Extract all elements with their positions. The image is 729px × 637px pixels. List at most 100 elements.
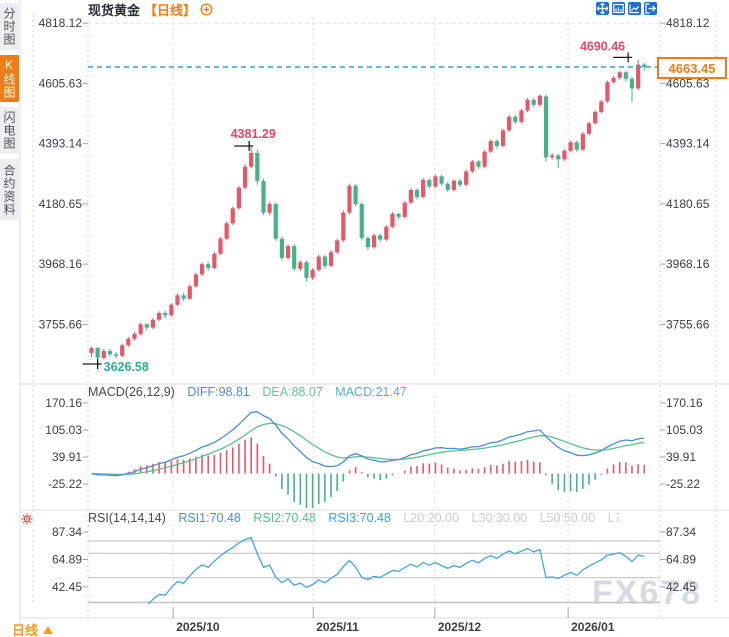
y-axis-label: 87.34 — [666, 525, 696, 539]
add-indicator-icon[interactable] — [200, 2, 213, 16]
candle-body — [242, 166, 248, 188]
y-axis-label: 4605.63 — [666, 76, 710, 90]
macd-macd-value: MACD:21.47 — [335, 385, 407, 399]
y-axis-label: 42.45 — [666, 580, 696, 594]
sidebar-item-3[interactable]: 闪电图 — [0, 107, 19, 154]
candle-body — [642, 64, 647, 68]
candle-body — [556, 155, 561, 160]
candle-body — [433, 176, 438, 187]
y-axis-label: 64.89 — [52, 552, 82, 566]
rsi-plot — [140, 536, 645, 604]
high-price-label: 4381.29 — [231, 127, 276, 141]
candle-body — [457, 180, 463, 185]
candle-body — [206, 264, 211, 268]
candle-body — [249, 153, 254, 167]
candle-body — [261, 180, 266, 213]
rsi-l30-label: L30:30.00 — [471, 511, 528, 525]
candle-body — [175, 295, 180, 305]
y-axis-label: 4818.12 — [666, 16, 710, 30]
axis-labels: 4818.12 4818.12 4605.63 4605.63 4393.14 4393.… — [39, 16, 710, 634]
candle-body — [95, 348, 100, 358]
candle-body — [414, 189, 420, 197]
rsi-line — [140, 536, 645, 604]
rsi2-value: RSI2:70.48 — [253, 511, 316, 525]
high-price-label: 4690.46 — [580, 39, 625, 53]
candle-body — [519, 110, 524, 122]
candle-body — [507, 116, 512, 131]
candle-body — [156, 312, 162, 320]
zoom-area-icon[interactable] — [612, 2, 625, 15]
candle-body — [89, 348, 94, 353]
candle-body — [126, 338, 131, 346]
sidebar-item-4[interactable]: 合约资料 — [0, 159, 19, 220]
y-axis-label: 105.03 — [45, 423, 82, 437]
sidebar-item-2[interactable]: K线图 — [0, 55, 19, 102]
rsi-header[interactable]: RSI(14,14,14) RSI1:70.48 RSI2:70.48 RSI3… — [88, 511, 619, 525]
candle-body — [285, 246, 291, 258]
y-axis-label: 39.91 — [666, 450, 696, 464]
candle-body — [562, 150, 567, 160]
candle-body — [402, 202, 407, 217]
y-axis-label: 42.45 — [52, 580, 82, 594]
macd-header[interactable]: MACD(26,12,9) DIFF:98.81 DEA:88.07 MACD:… — [88, 385, 648, 399]
candle-body — [347, 185, 352, 213]
candle-body — [494, 141, 499, 146]
chart-title: 现货黄金 【日线】 — [88, 1, 213, 18]
y-axis-label: -25.22 — [48, 477, 82, 491]
low-price-label: 3626.58 — [104, 360, 149, 374]
candle-body — [163, 312, 168, 316]
rsi-level-lines — [88, 540, 660, 603]
y-axis-label: 170.16 — [45, 396, 82, 410]
candle-body — [427, 179, 432, 187]
x-axis-label: 2025/12 — [438, 620, 482, 634]
candle-body — [335, 240, 340, 253]
candle-body — [138, 324, 143, 334]
candle-body — [513, 116, 518, 122]
candle-body — [396, 214, 401, 217]
candle-body — [101, 350, 106, 358]
rsi-settings-icon[interactable] — [21, 513, 33, 525]
candle-body — [212, 253, 217, 268]
triangle-up-icon — [43, 625, 54, 634]
move-tool-icon[interactable] — [596, 2, 609, 15]
candle-body — [617, 72, 622, 78]
x-axis-label: 2025/10 — [176, 620, 220, 634]
candle-body — [199, 264, 205, 275]
timeframe-selector[interactable]: 日线 — [12, 620, 54, 637]
candle-body — [451, 180, 456, 190]
candle-body — [537, 95, 542, 105]
trend-tool-icon[interactable] — [628, 2, 641, 15]
candle-body — [464, 171, 469, 185]
candle-body — [384, 226, 389, 240]
macd-plot — [91, 411, 646, 508]
y-axis-label: 4605.63 — [39, 76, 83, 90]
candle-body — [482, 151, 487, 167]
timeframe-selector-label: 日线 — [12, 623, 39, 637]
candle-body — [378, 235, 383, 240]
candle-body — [144, 324, 149, 328]
candle-body — [365, 238, 370, 248]
candle-body — [353, 185, 358, 205]
candle-body — [169, 304, 174, 316]
candle-body — [255, 153, 260, 181]
candle-body — [611, 77, 616, 83]
current-price-badge: 4663.45 — [657, 57, 727, 79]
y-axis-label: 4818.12 — [39, 16, 83, 30]
y-axis-label: 3968.16 — [39, 257, 83, 271]
candle-body — [304, 262, 309, 278]
rsi1-value: RSI1:70.48 — [178, 511, 241, 525]
candle-body — [599, 101, 604, 112]
candle-body — [230, 208, 235, 224]
candle-body — [341, 212, 346, 241]
x-axis-label: 2026/01 — [571, 620, 615, 634]
y-axis-label: 170.16 — [666, 396, 703, 410]
candle-body — [267, 204, 272, 213]
sidebar-item-1[interactable]: 分时图 — [0, 3, 19, 50]
y-axis-label: 3755.66 — [666, 317, 710, 331]
candle-body — [224, 223, 229, 239]
candle-body — [279, 238, 285, 258]
y-axis-label: 4393.14 — [666, 137, 710, 151]
exit-fullscreen-icon[interactable] — [644, 2, 657, 15]
